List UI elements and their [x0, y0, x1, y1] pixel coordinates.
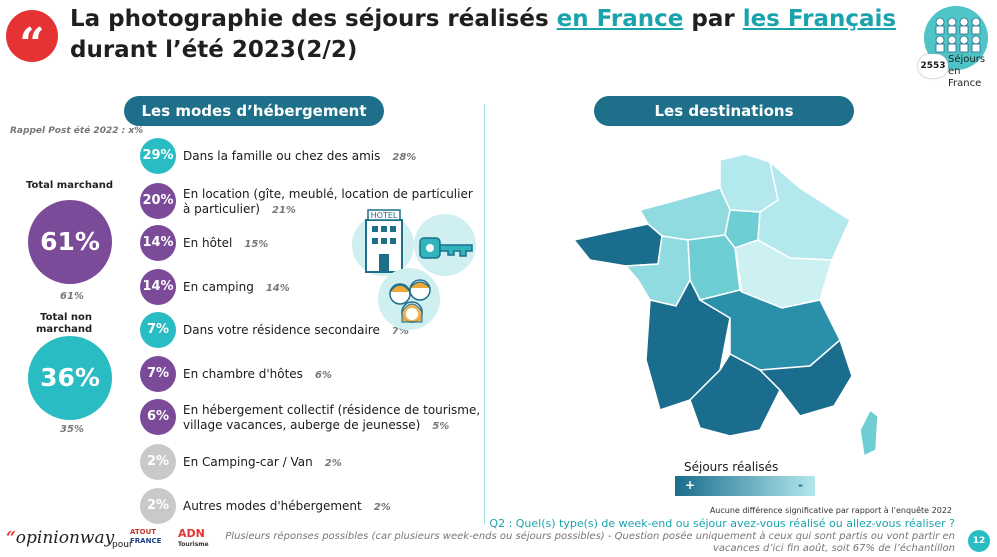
total-marchand-value: 61%	[28, 200, 112, 284]
footer-detail: Plusieurs réponses possibles (car plusie…	[225, 531, 955, 554]
title-text-line2: durant l’été 2023(2/2)	[70, 37, 358, 63]
item-prev-value: 28%	[392, 152, 417, 163]
adn-logo: ADN Tourisme	[178, 527, 209, 548]
item-label: En camping 14%	[183, 280, 290, 296]
item-label: En Camping-car / Van 2%	[183, 455, 342, 471]
item-prev-value: 21%	[271, 205, 296, 216]
item-prev-value: 6%	[314, 370, 332, 381]
region-bretagne	[572, 223, 663, 267]
total-non-marchand-prev: 35%	[60, 424, 84, 435]
page-number: 12	[968, 530, 990, 552]
legend-title: Séjours réalisés	[684, 460, 779, 474]
atout-france-logo: ATOUT FRANCE	[130, 528, 162, 545]
item-value-badge: 29%	[140, 138, 176, 174]
logo-quote: “	[6, 528, 16, 548]
title-text-1: La photographie des séjours réalisés	[70, 6, 557, 32]
item-prev-value: 5%	[432, 421, 450, 432]
section-title-hebergement: Les modes d’hébergement	[124, 96, 384, 126]
item-label-text: En camping	[183, 280, 254, 294]
item-label: Dans votre résidence secondaire 7%	[183, 323, 409, 339]
opinionway-logo: “opinionway	[6, 528, 115, 548]
item-value-badge: 20%	[140, 183, 176, 219]
recall-note: Rappel Post été 2022 : x%	[10, 126, 144, 136]
item-label: En hôtel 15%	[183, 236, 268, 252]
page-title: La photographie des séjours réalisés en …	[70, 4, 896, 66]
region-paca	[758, 338, 853, 417]
item-label-text: En Camping-car / Van	[183, 455, 313, 469]
item-label-text: En location (gîte, meublé, location de p…	[183, 187, 473, 201]
item-prev-value: 2%	[324, 458, 342, 469]
france-map	[570, 140, 890, 460]
region-corse	[859, 408, 879, 458]
legend-plus: +	[685, 478, 696, 492]
item-label: Autres modes d'hébergement 2%	[183, 499, 391, 515]
title-text-2: par	[683, 6, 743, 32]
footer-note: Aucune différence significative par rapp…	[709, 506, 952, 515]
item-label: Dans la famille ou chez des amis 28%	[183, 149, 416, 165]
item-label-text: En chambre d'hôtes	[183, 367, 303, 381]
hotel-sign-text: HOTEL	[371, 211, 398, 220]
item-label-text-2: à particulier)	[183, 202, 260, 216]
region-hauts-de-france	[719, 153, 779, 213]
legend-gradient: + -	[675, 476, 815, 496]
total-marchand-label: Total marchand	[26, 180, 113, 191]
sample-label-1: Séjours	[948, 54, 986, 65]
section-title-destinations: Les destinations	[594, 96, 854, 126]
item-label: En hébergement collectif (résidence de t…	[183, 403, 480, 434]
total-non-marchand-value: 36%	[28, 336, 112, 420]
hotel-illustration: HOTEL	[352, 206, 478, 332]
region-nouvelle-aquitaine	[645, 278, 731, 411]
item-label: En location (gîte, meublé, location de p…	[183, 187, 473, 218]
footer-question: Q2 : Quel(s) type(s) de week-end ou séjo…	[489, 517, 955, 530]
title-link-en-france[interactable]: en France	[556, 6, 684, 32]
sample-text: Séjours en France	[948, 54, 996, 90]
item-value-badge: 2%	[140, 444, 176, 480]
item-label-text: Dans la famille ou chez des amis	[183, 149, 381, 163]
item-value-badge: 7%	[140, 356, 176, 392]
item-label: En chambre d'hôtes 6%	[183, 367, 332, 383]
quote-badge: “	[6, 10, 58, 70]
item-label-text: En hébergement collectif (résidence de t…	[183, 403, 481, 417]
item-label-text-2: village vacances, auberge de jeunesse)	[183, 418, 421, 432]
item-prev-value: 2%	[373, 502, 391, 513]
item-prev-value: 7%	[391, 326, 409, 337]
legend-minus: -	[798, 478, 803, 492]
item-label-text: Autres modes d'hébergement	[183, 499, 362, 513]
item-value-badge: 14%	[140, 269, 176, 305]
item-value-badge: 6%	[140, 399, 176, 435]
pour-label: pour	[112, 540, 133, 550]
item-value-badge: 2%	[140, 488, 176, 524]
total-non-marchand-label: Total non marchand	[36, 312, 93, 335]
item-label-text: Dans votre résidence secondaire	[183, 323, 380, 337]
sample-count-label: 2553	[918, 54, 948, 78]
total-marchand-prev: 61%	[60, 291, 84, 302]
key-icon	[418, 236, 476, 264]
item-value-badge: 7%	[140, 312, 176, 348]
item-label-text: En hôtel	[183, 236, 233, 250]
sample-badge: 2553 Séjours en France	[918, 6, 996, 89]
item-value-badge: 14%	[140, 225, 176, 261]
sample-label-2: en France	[948, 66, 982, 89]
hotel-icon: HOTEL	[364, 208, 404, 278]
title-link-les-francais[interactable]: les Français	[742, 6, 897, 32]
item-prev-value: 15%	[244, 239, 269, 250]
column-divider	[484, 104, 485, 524]
couple-icon	[380, 272, 440, 334]
item-prev-value: 14%	[265, 283, 290, 294]
